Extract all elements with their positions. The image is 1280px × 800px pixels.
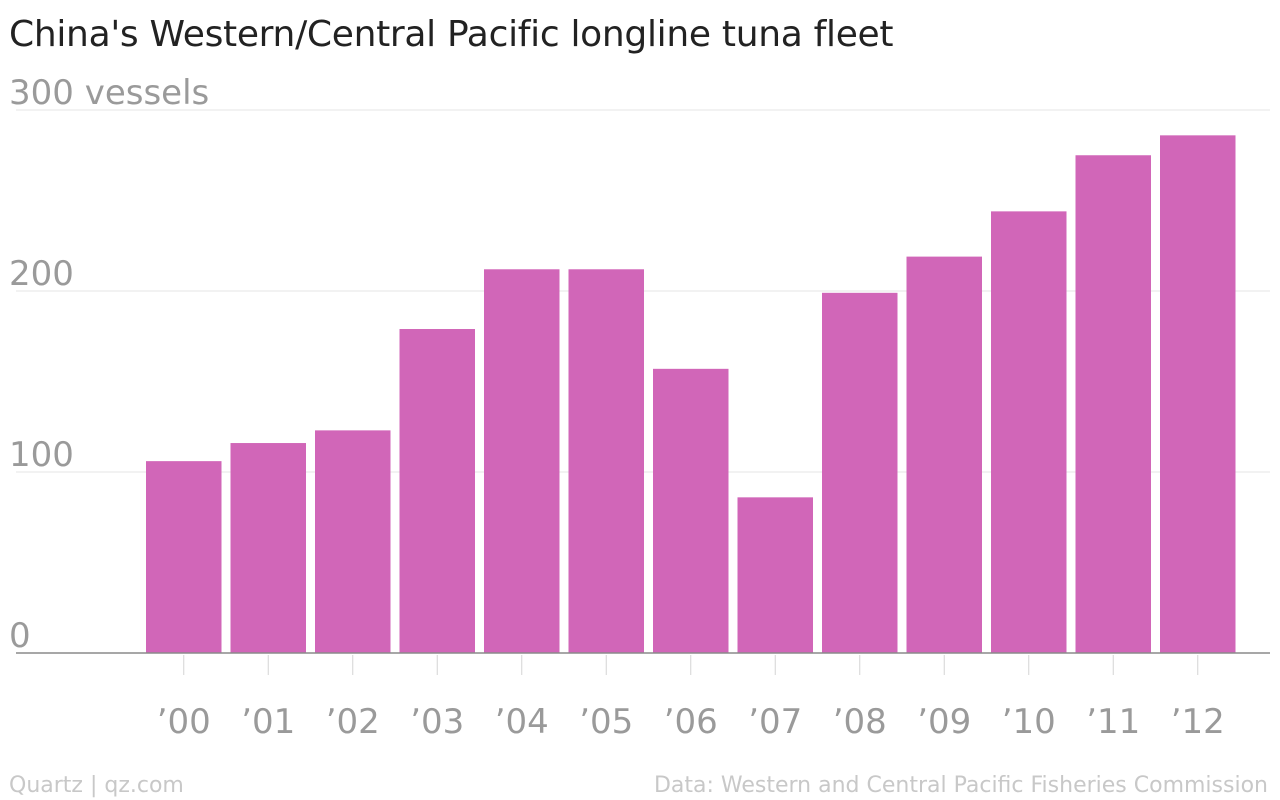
y-tick-label-300: 300 vessels — [9, 73, 209, 113]
bar-9 — [906, 256, 982, 653]
bar-3 — [399, 329, 475, 653]
y-tick-label-0: 0 — [9, 616, 31, 656]
y-tick-label-100: 100 — [9, 435, 74, 475]
x-tick-label-12: ’12 — [1171, 702, 1225, 742]
x-tick-label-3: ’03 — [410, 702, 464, 742]
x-tick-label-11: ’11 — [1086, 702, 1140, 742]
bar-4 — [484, 269, 560, 653]
y-tick-label-200: 200 — [9, 254, 74, 294]
x-tick-label-7: ’07 — [748, 702, 802, 742]
footer-credit: Quartz | qz.com — [9, 773, 184, 798]
x-tick-label-2: ’02 — [326, 702, 380, 742]
bar-2 — [315, 430, 391, 653]
footer-source: Data: Western and Central Pacific Fisher… — [653, 773, 1268, 798]
x-tick-label-0: ’00 — [157, 702, 211, 742]
x-tick-label-9: ’09 — [917, 702, 971, 742]
chart-title: China's Western/Central Pacific longline… — [9, 14, 894, 55]
x-tick-label-1: ’01 — [241, 702, 295, 742]
x-tick-label-8: ’08 — [833, 702, 887, 742]
bar-11 — [1075, 155, 1151, 653]
x-tick-label-5: ’05 — [579, 702, 633, 742]
bars — [146, 135, 1236, 654]
bar-10 — [991, 211, 1067, 654]
x-tick-label-10: ’10 — [1002, 702, 1056, 742]
bar-5 — [568, 269, 644, 653]
bar-12 — [1160, 135, 1236, 654]
bar-6 — [653, 368, 729, 653]
axes: 0 100 200 300 vessels ’00 ’01 ’02 ’03 ’04 ’05 ’06 ’… — [9, 73, 1270, 742]
bar-1 — [230, 443, 306, 653]
x-tick-label-4: ’04 — [495, 702, 549, 742]
bar-8 — [822, 292, 898, 653]
bar-0 — [146, 461, 222, 653]
x-tick-label-6: ’06 — [664, 702, 718, 742]
bar-7 — [737, 497, 813, 653]
